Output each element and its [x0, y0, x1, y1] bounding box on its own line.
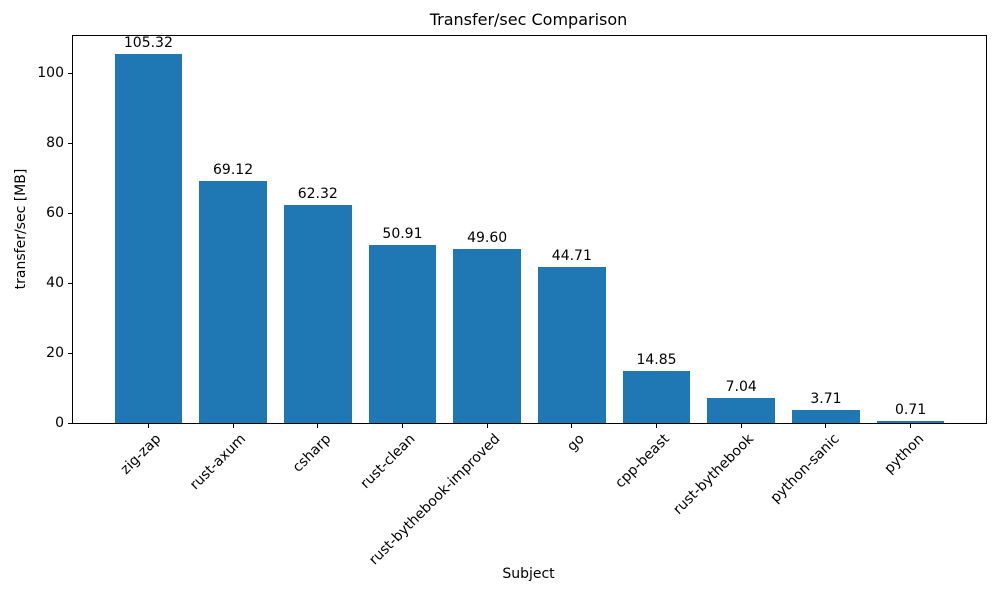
bar-zig-zap — [114, 54, 183, 423]
x-tick-mark — [232, 424, 234, 428]
x-tick-label: python-sanic — [767, 431, 843, 507]
y-tick-label: 0 — [55, 415, 64, 431]
x-tick-mark — [401, 424, 403, 428]
bar-value-label: 14.85 — [636, 352, 677, 369]
y-tick-label: 80 — [46, 135, 64, 152]
x-tick-mark — [486, 424, 488, 428]
x-tick-label: python — [880, 431, 927, 477]
bar-value-label: 49.60 — [467, 230, 508, 247]
bar-value-label: 69.12 — [213, 162, 254, 179]
y-axis-label: transfer/sec [MB] — [13, 168, 29, 290]
plot-area: 105.32 69.12 62.32 50.91 49.60 44.71 14.85 7.04… — [72, 35, 987, 424]
bar-value-label: 62.32 — [297, 185, 338, 202]
bar-value-label: 50.91 — [382, 225, 423, 242]
x-tick-mark — [825, 424, 827, 428]
bar-rust-clean — [368, 244, 437, 423]
x-tick-mark — [656, 424, 658, 428]
bar-rust-axum — [199, 181, 267, 423]
y-tick-mark — [68, 422, 72, 424]
bar-csharp — [283, 204, 352, 423]
bar-value-label: 7.04 — [725, 379, 757, 396]
y-tick-label: 20 — [46, 345, 64, 362]
y-tick-mark — [68, 352, 72, 354]
bar-value-label: 0.71 — [895, 401, 927, 418]
y-tick-label: 40 — [46, 275, 64, 292]
y-tick-label: 60 — [46, 205, 64, 222]
x-axis-label: Subject — [502, 566, 555, 582]
x-tick-mark — [317, 424, 319, 428]
x-tick-label: rust-axum — [187, 431, 250, 494]
chart-title: Transfer/sec Comparison — [429, 10, 628, 29]
bar-python-sanic — [792, 410, 860, 423]
x-tick-mark — [910, 424, 912, 428]
x-tick-label: csharp — [289, 431, 335, 476]
x-tick-label: rust-clean — [357, 431, 419, 492]
bar-python — [876, 420, 945, 423]
x-tick-label: zig-zap — [118, 431, 165, 478]
x-tick-mark — [571, 424, 573, 428]
x-tick-label: go — [564, 431, 589, 455]
y-tick-label: 100 — [37, 65, 64, 82]
bar-go — [537, 266, 606, 423]
y-tick-mark — [68, 282, 72, 284]
bar-cpp-beast — [622, 371, 691, 423]
y-tick-mark — [68, 142, 72, 144]
x-tick-mark — [740, 424, 742, 428]
x-tick-mark — [147, 424, 149, 428]
bar-rust-bythebook-improved — [453, 249, 522, 423]
bar-value-label: 105.32 — [123, 35, 173, 52]
y-tick-mark — [68, 72, 72, 74]
bar-rust-bythebook — [707, 398, 776, 423]
x-tick-label: rust-bythebook — [670, 431, 758, 518]
x-tick-label: cpp-beast — [612, 431, 673, 492]
bar-value-label: 44.71 — [551, 247, 592, 264]
y-tick-mark — [68, 212, 72, 214]
bar-value-label: 3.71 — [810, 391, 842, 408]
